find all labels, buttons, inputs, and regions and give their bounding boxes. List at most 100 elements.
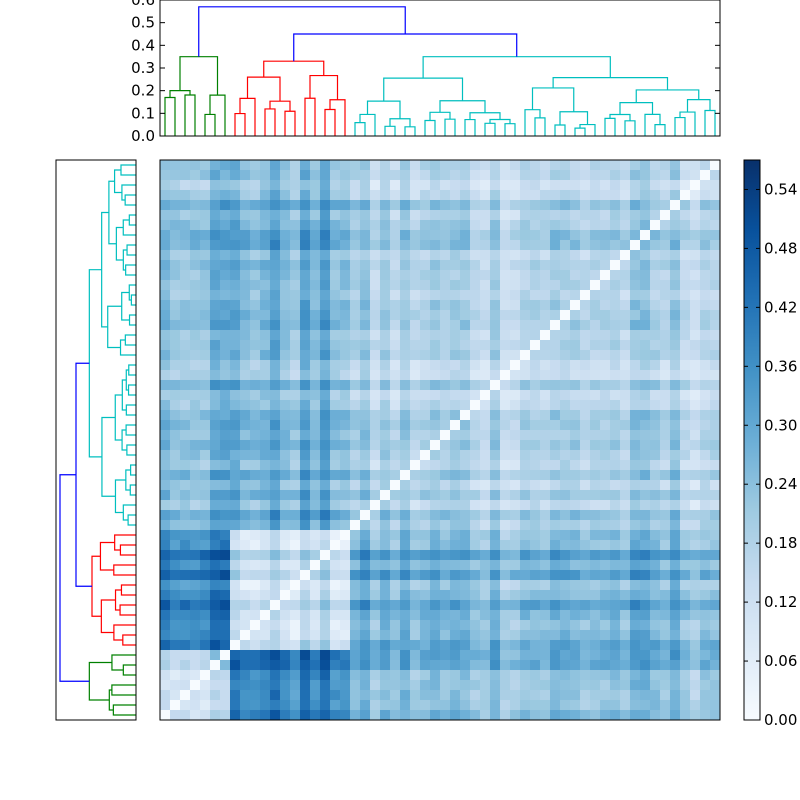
heatmap-cell <box>470 280 481 291</box>
heatmap-cell <box>600 320 611 331</box>
heatmap-cell <box>670 250 681 261</box>
heatmap-cell <box>450 370 461 381</box>
heatmap-cell <box>670 390 681 401</box>
heatmap-cell <box>600 510 611 521</box>
heatmap-cell <box>340 650 351 661</box>
heatmap-cell <box>600 640 611 651</box>
heatmap-cell <box>560 320 571 331</box>
heatmap-cell <box>460 360 471 371</box>
heatmap-cell <box>260 570 271 581</box>
heatmap-cell <box>290 220 301 231</box>
heatmap-cell <box>520 270 531 281</box>
heatmap-cell <box>160 280 171 291</box>
heatmap-cell <box>710 480 721 491</box>
heatmap-cell <box>240 680 251 691</box>
heatmap-cell <box>710 620 721 631</box>
heatmap-cell <box>530 440 541 451</box>
heatmap-cell <box>600 170 611 181</box>
heatmap-cell <box>630 560 641 571</box>
heatmap-cell <box>210 300 221 311</box>
heatmap-cell <box>240 600 251 611</box>
heatmap-cell <box>650 510 661 521</box>
heatmap-cell <box>420 220 431 231</box>
heatmap-cell <box>500 570 511 581</box>
heatmap-cell <box>400 340 411 351</box>
heatmap-cell <box>270 530 281 541</box>
heatmap-cell <box>310 260 321 271</box>
heatmap-cell <box>240 170 251 181</box>
heatmap-cell <box>320 480 331 491</box>
heatmap-cell <box>680 640 691 651</box>
heatmap-cell <box>390 630 401 641</box>
heatmap-cell <box>590 450 601 461</box>
heatmap-cell <box>500 590 511 601</box>
heatmap-cell <box>370 370 381 381</box>
heatmap-cell <box>470 640 481 651</box>
heatmap-cell <box>520 160 531 171</box>
heatmap-cell <box>610 480 621 491</box>
heatmap-cell <box>550 390 561 401</box>
heatmap-cell <box>430 410 441 421</box>
heatmap-cell <box>250 700 261 711</box>
heatmap-cell <box>210 630 221 641</box>
heatmap-cell <box>510 630 521 641</box>
heatmap-cell <box>360 430 371 441</box>
heatmap-cell <box>660 240 671 251</box>
heatmap-cell <box>530 340 541 351</box>
heatmap-cell <box>360 700 371 711</box>
heatmap-cell <box>560 310 571 321</box>
heatmap-cell <box>170 520 181 531</box>
heatmap-cell <box>310 360 321 371</box>
heatmap-cell <box>370 390 381 401</box>
heatmap-cell <box>440 460 451 471</box>
heatmap-cell <box>470 420 481 431</box>
heatmap-cell <box>210 210 221 221</box>
heatmap-cell <box>380 570 391 581</box>
heatmap-cell <box>620 660 631 671</box>
heatmap-cell <box>310 690 321 701</box>
heatmap-cell <box>690 180 701 191</box>
heatmap-cell <box>660 330 671 341</box>
heatmap-cell <box>610 170 621 181</box>
heatmap-cell <box>700 640 711 651</box>
heatmap-cell <box>510 620 521 631</box>
heatmap-cell <box>600 360 611 371</box>
heatmap-cell <box>460 400 471 411</box>
heatmap-cell <box>650 490 661 501</box>
heatmap-cell <box>630 430 641 441</box>
heatmap-cell <box>690 580 701 591</box>
heatmap-cell <box>390 430 401 441</box>
heatmap-cell <box>240 160 251 171</box>
heatmap-cell <box>540 710 551 721</box>
heatmap-cell <box>270 700 281 711</box>
heatmap-cell <box>330 230 341 241</box>
heatmap-cell <box>670 340 681 351</box>
heatmap-cell <box>460 540 471 551</box>
heatmap-cell <box>220 370 231 381</box>
heatmap-cell <box>660 510 671 521</box>
heatmap-cell <box>240 380 251 391</box>
heatmap-cell <box>370 500 381 511</box>
heatmap-cell <box>390 460 401 471</box>
heatmap-cell <box>220 430 231 441</box>
heatmap-cell <box>640 370 651 381</box>
heatmap-cell <box>610 460 621 471</box>
heatmap-cell <box>550 600 561 611</box>
heatmap-cell <box>250 190 261 201</box>
heatmap-cell <box>690 400 701 411</box>
heatmap-cell <box>330 190 341 201</box>
heatmap-cell <box>520 510 531 521</box>
heatmap-cell <box>390 600 401 611</box>
heatmap-cell <box>490 390 501 401</box>
heatmap-cell <box>290 530 301 541</box>
heatmap-cell <box>600 210 611 221</box>
heatmap-cell <box>380 400 391 411</box>
heatmap-cell <box>230 610 241 621</box>
heatmap-cell <box>210 550 221 561</box>
heatmap-cell <box>440 240 451 251</box>
heatmap-cell <box>520 710 531 721</box>
heatmap-cell <box>390 370 401 381</box>
heatmap-cell <box>650 230 661 241</box>
heatmap-cell <box>670 220 681 231</box>
left-dendrogram-link <box>126 244 136 256</box>
